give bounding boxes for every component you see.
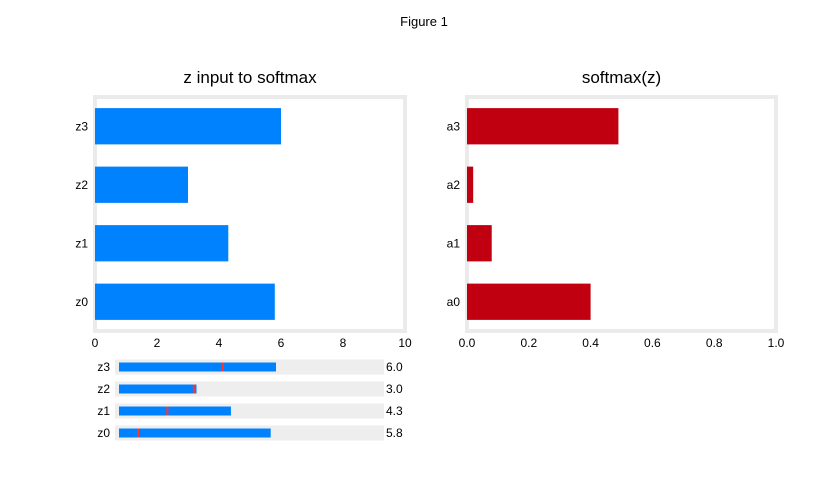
x-tick-label: 0.8 [706,336,723,350]
bar-z1 [95,225,229,262]
slider-value: 5.8 [386,426,403,440]
bar-z0 [95,283,275,320]
bar-a2 [467,166,474,203]
bar-a1 [467,225,492,262]
category-label-a3: a3 [447,119,461,133]
slider-fill [119,362,276,372]
slider-z2[interactable]: z2 3.0 [97,381,403,397]
slider-z3[interactable]: z3 6.0 [97,359,403,375]
x-tick-label: 4 [216,336,223,350]
slider-marker[interactable] [192,384,195,394]
category-label-a2: a2 [447,178,461,192]
category-label-z0: z0 [75,295,88,309]
x-tick-label: 0.0 [459,336,476,350]
x-tick-label: 1.0 [768,336,785,350]
slider-label: z3 [97,360,110,374]
slider-fill [119,384,197,394]
slider-value: 6.0 [386,360,403,374]
figure-title: Figure 1 [400,14,448,29]
chart-title: softmax(z) [582,68,661,87]
slider-value: 3.0 [386,382,403,396]
slider-panel: z3 6.0 z2 3.0 z1 4.3 z0 5.8 [97,359,403,441]
category-label-a1: a1 [447,236,461,250]
x-tick-label: 0.4 [582,336,599,350]
bar-z3 [95,108,281,145]
slider-marker[interactable] [222,362,224,372]
slider-fill [119,428,271,438]
bar-z2 [95,166,188,203]
category-label-a0: a0 [447,295,461,309]
chart-title: z input to softmax [183,68,317,87]
slider-z0[interactable]: z0 5.8 [97,425,403,441]
chart-z-input: z input to softmax z0 z1 z2 z3 0 2 4 6 8 10 [75,68,412,350]
x-tick-label: 0 [92,336,99,350]
bar-a0 [467,283,591,320]
x-tick-label: 8 [340,336,347,350]
category-label-z3: z3 [75,119,88,133]
slider-fill [119,406,231,416]
slider-marker[interactable] [166,406,169,416]
x-tick-label: 2 [154,336,161,350]
x-tick-label: 0.2 [520,336,537,350]
bar-a3 [467,108,619,145]
x-tick-label: 0.6 [644,336,661,350]
slider-label: z0 [97,426,110,440]
slider-label: z1 [97,404,110,418]
slider-label: z2 [97,382,110,396]
x-tick-label: 6 [278,336,285,350]
slider-marker[interactable] [137,428,140,438]
category-label-z1: z1 [75,236,88,250]
slider-z1[interactable]: z1 4.3 [97,403,403,419]
x-tick-label: 10 [398,336,412,350]
chart-softmax: softmax(z) a0 a1 a2 a3 0.0 0.2 0.4 0.6 0.8 1.0 [447,68,785,350]
slider-value: 4.3 [386,404,403,418]
category-label-z2: z2 [75,178,88,192]
